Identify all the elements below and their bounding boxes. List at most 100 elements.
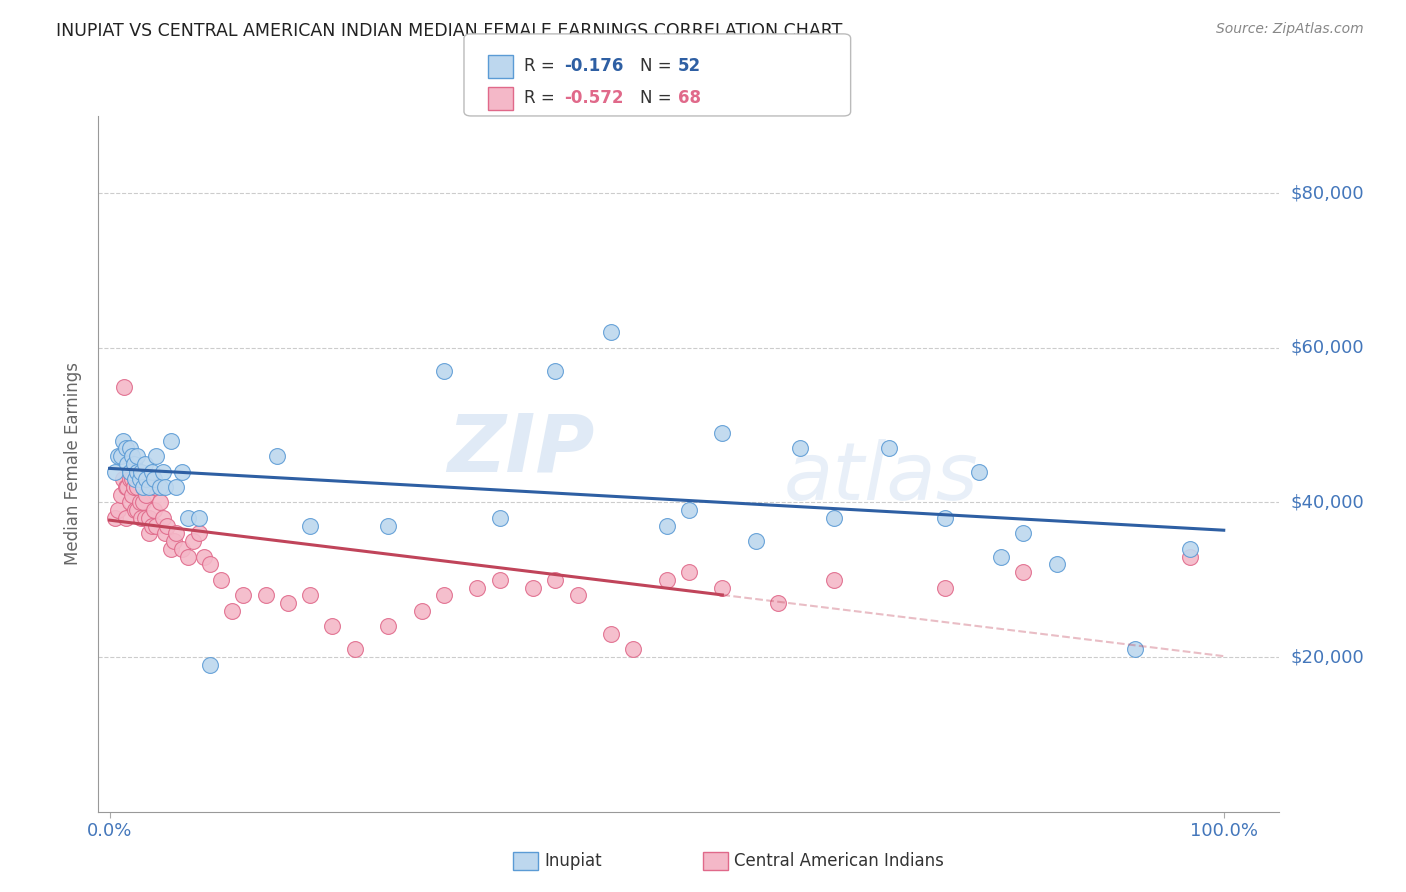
- Point: [112, 379, 135, 393]
- Point: [990, 549, 1012, 564]
- Point: [128, 472, 150, 486]
- Point: [277, 596, 299, 610]
- Point: [299, 588, 322, 602]
- Point: [187, 511, 209, 525]
- Point: [600, 326, 623, 340]
- Point: [170, 541, 193, 556]
- Point: [128, 495, 150, 509]
- Point: [711, 581, 734, 595]
- Y-axis label: Median Female Earnings: Median Female Earnings: [65, 362, 83, 566]
- Point: [209, 573, 232, 587]
- Point: [544, 364, 567, 378]
- Point: [118, 465, 141, 479]
- Point: [145, 518, 167, 533]
- Point: [711, 425, 734, 440]
- Point: [176, 511, 198, 525]
- Point: [745, 534, 768, 549]
- Point: [138, 526, 160, 541]
- Point: [411, 604, 433, 618]
- Point: [254, 588, 277, 602]
- Point: [165, 480, 187, 494]
- Point: [934, 511, 956, 525]
- Point: [143, 480, 166, 494]
- Point: [678, 565, 700, 579]
- Point: [789, 442, 811, 456]
- Point: [1012, 526, 1035, 541]
- Point: [488, 511, 510, 525]
- Point: [121, 488, 143, 502]
- Point: [1180, 549, 1202, 564]
- Point: [127, 449, 149, 463]
- Point: [567, 588, 589, 602]
- Point: [160, 434, 183, 448]
- Point: [111, 472, 134, 486]
- Point: [155, 480, 177, 494]
- Point: [299, 518, 322, 533]
- Point: [1180, 541, 1202, 556]
- Point: [143, 503, 166, 517]
- Point: [170, 465, 193, 479]
- Point: [141, 518, 163, 533]
- Text: $80,000: $80,000: [1291, 185, 1364, 202]
- Point: [488, 573, 510, 587]
- Point: [163, 534, 186, 549]
- Point: [127, 503, 149, 517]
- Point: [152, 465, 174, 479]
- Point: [766, 596, 789, 610]
- Point: [198, 558, 221, 572]
- Text: -0.572: -0.572: [564, 89, 623, 107]
- Point: [122, 480, 145, 494]
- Point: [117, 457, 139, 471]
- Text: Central American Indians: Central American Indians: [734, 852, 943, 870]
- Point: [823, 573, 845, 587]
- Point: [135, 488, 157, 502]
- Point: [165, 526, 187, 541]
- Text: INUPIAT VS CENTRAL AMERICAN INDIAN MEDIAN FEMALE EARNINGS CORRELATION CHART: INUPIAT VS CENTRAL AMERICAN INDIAN MEDIA…: [56, 22, 842, 40]
- Point: [655, 518, 678, 533]
- Point: [160, 541, 183, 556]
- Point: [132, 495, 155, 509]
- Point: [193, 549, 215, 564]
- Text: ZIP: ZIP: [447, 411, 595, 489]
- Point: [121, 472, 143, 486]
- Text: R =: R =: [524, 89, 561, 107]
- Point: [132, 480, 155, 494]
- Point: [138, 511, 160, 525]
- Text: N =: N =: [640, 89, 676, 107]
- Point: [1123, 642, 1146, 657]
- Point: [124, 472, 146, 486]
- Point: [127, 480, 149, 494]
- Text: 68: 68: [678, 89, 700, 107]
- Point: [823, 511, 845, 525]
- Text: R =: R =: [524, 57, 561, 75]
- Point: [118, 472, 141, 486]
- Point: [134, 457, 156, 471]
- Point: [433, 364, 456, 378]
- Point: [967, 465, 990, 479]
- Point: [122, 457, 145, 471]
- Point: [149, 480, 172, 494]
- Point: [678, 503, 700, 517]
- Point: [544, 573, 567, 587]
- Point: [1046, 558, 1069, 572]
- Point: [377, 518, 399, 533]
- Point: [107, 503, 129, 517]
- Point: [129, 511, 152, 525]
- Point: [522, 581, 544, 595]
- Point: [111, 434, 134, 448]
- Point: [433, 588, 456, 602]
- Point: [266, 449, 288, 463]
- Text: N =: N =: [640, 57, 676, 75]
- Point: [465, 581, 488, 595]
- Point: [149, 495, 172, 509]
- Point: [655, 573, 678, 587]
- Point: [115, 480, 138, 494]
- Point: [129, 465, 152, 479]
- Point: [110, 449, 132, 463]
- Point: [156, 518, 179, 533]
- Point: [115, 442, 138, 456]
- Point: [143, 472, 166, 486]
- Point: [118, 442, 141, 456]
- Text: $60,000: $60,000: [1291, 339, 1364, 357]
- Point: [232, 588, 254, 602]
